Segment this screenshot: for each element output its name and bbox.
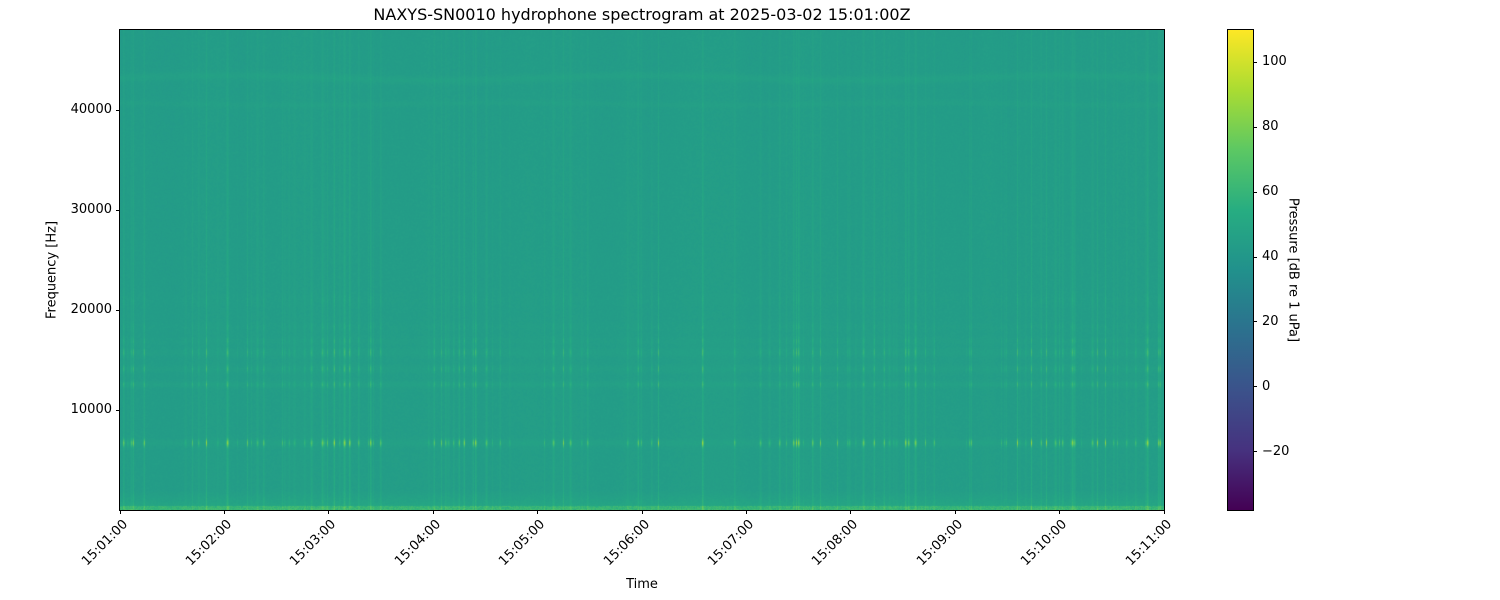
- colorbar-tick-label: 20: [1262, 313, 1279, 329]
- chart-title: NAXYS-SN0010 hydrophone spectrogram at 2…: [373, 5, 911, 24]
- x-tick-mark: [850, 510, 852, 514]
- x-tick-mark: [223, 510, 225, 514]
- x-tick-label: 15:07:00: [705, 517, 757, 569]
- colorbar-tick-mark: [1253, 61, 1257, 63]
- x-tick-label: 15:06:00: [600, 517, 653, 569]
- colorbar-tick-label: 80: [1262, 119, 1279, 135]
- colorbar-tick-mark: [1253, 451, 1257, 453]
- x-axis-label: Time: [626, 577, 658, 592]
- colorbar-tick-mark: [1253, 256, 1257, 258]
- spectrogram-canvas: [120, 30, 1164, 510]
- y-tick-label: 10000: [70, 402, 112, 417]
- y-tick-mark: [116, 309, 120, 311]
- y-tick-mark: [116, 109, 120, 111]
- colorbar-tick-mark: [1253, 386, 1257, 388]
- x-tick-mark: [1163, 510, 1165, 514]
- colorbar-tick-mark: [1253, 191, 1257, 193]
- colorbar-tick-label: 40: [1262, 249, 1279, 265]
- x-tick-mark: [954, 510, 956, 514]
- y-axis-label: Frequency [Hz]: [44, 220, 60, 320]
- x-tick-label: 15:09:00: [913, 517, 966, 569]
- colorbar-tick-label: 100: [1262, 54, 1287, 70]
- x-tick-mark: [745, 510, 747, 514]
- colorbar-tick-label: −20: [1262, 443, 1290, 459]
- x-tick-mark: [119, 510, 121, 514]
- colorbar-tick-label: 60: [1262, 184, 1279, 200]
- y-tick-label: 20000: [70, 302, 112, 317]
- colorbar-tick-mark: [1253, 126, 1257, 128]
- x-tick-mark: [432, 510, 434, 514]
- x-tick-mark: [641, 510, 643, 514]
- x-tick-mark: [537, 510, 539, 514]
- y-tick-mark: [116, 409, 120, 411]
- x-tick-label: 15:02:00: [183, 517, 235, 569]
- x-tick-label: 15:04:00: [391, 517, 444, 569]
- colorbar-tick-mark: [1253, 321, 1257, 323]
- x-tick-label: 15:01:00: [78, 517, 131, 569]
- x-tick-label: 15:10:00: [1018, 517, 1071, 569]
- colorbar-tick-label: 0: [1262, 378, 1271, 394]
- x-tick-label: 15:05:00: [496, 517, 549, 569]
- x-tick-label: 15:08:00: [809, 517, 862, 569]
- colorbar: [1227, 29, 1254, 511]
- x-tick-mark: [328, 510, 330, 514]
- colorbar-gradient: [1228, 30, 1253, 510]
- y-tick-mark: [116, 209, 120, 211]
- x-tick-mark: [1059, 510, 1061, 514]
- y-tick-label: 30000: [70, 202, 112, 217]
- colorbar-label: Pressure [dB re 1 uPa]: [1285, 197, 1301, 343]
- plot-area: [119, 29, 1165, 511]
- x-tick-label: 15:11:00: [1122, 517, 1175, 569]
- y-tick-label: 40000: [70, 102, 112, 117]
- x-tick-label: 15:03:00: [287, 517, 340, 569]
